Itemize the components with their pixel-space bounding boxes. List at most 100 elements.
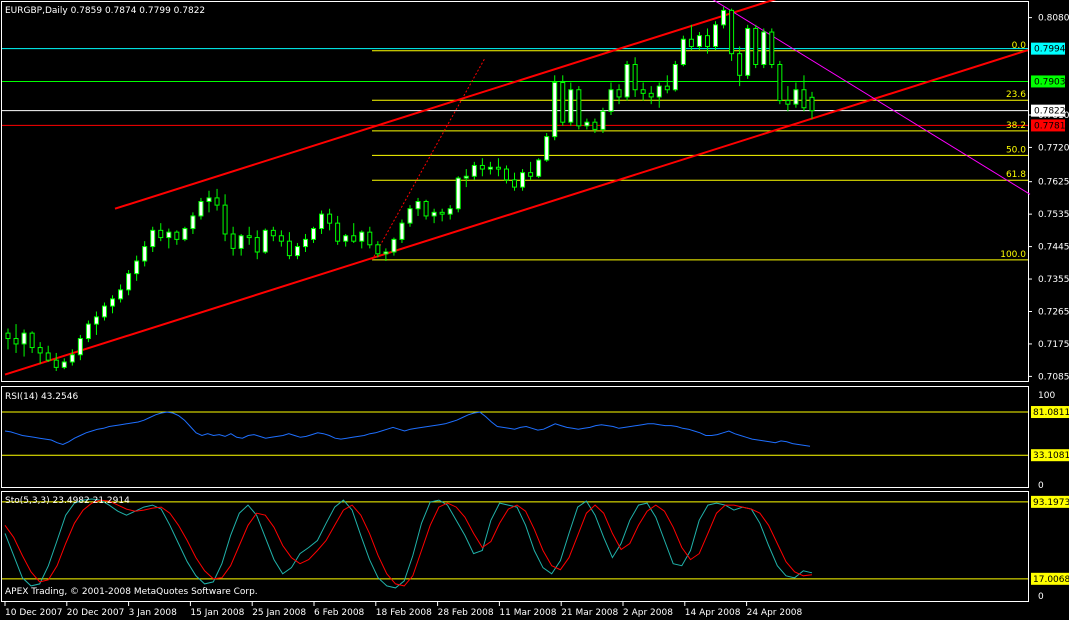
y-tick-label: 0.7355 <box>1038 275 1069 285</box>
candle <box>182 226 188 242</box>
x-axis: 10 Dec 2007 20 Dec 2007 3 Jan 2008 15 Jan 2… <box>4 602 803 618</box>
price-tag-label: 0.7903 <box>1034 77 1066 87</box>
stoch-main-line <box>4 498 813 589</box>
rsi-panel-frame <box>1 386 1029 488</box>
candle-body <box>278 235 284 242</box>
candle-body <box>311 228 317 240</box>
rsi-level-tag <box>1031 449 1069 462</box>
candle <box>407 205 413 227</box>
rsi-level-tag <box>1031 406 1069 419</box>
candle <box>399 219 405 243</box>
candle-body <box>118 289 124 300</box>
main-chart[interactable]: 0.80800.78100.77200.76250.75350.74450.73… <box>2 0 1069 382</box>
candle-body <box>286 240 292 257</box>
price-tag-label: 0.7781 <box>1034 121 1066 131</box>
candle <box>13 324 19 353</box>
candle <box>190 212 196 234</box>
candle <box>713 21 719 51</box>
candle <box>302 233 308 252</box>
x-tick-label: 6 Feb 2008 <box>314 608 365 618</box>
candle-body <box>479 164 485 170</box>
candle-body <box>110 298 116 307</box>
candle <box>375 241 381 258</box>
candle-body <box>375 244 381 255</box>
candle <box>415 197 421 216</box>
candle-body <box>487 166 493 170</box>
candle-body <box>777 63 783 102</box>
candle <box>544 133 550 162</box>
candle-body <box>520 172 526 188</box>
candle-body <box>584 121 590 127</box>
y-tick-label: 0.7085 <box>1038 372 1069 382</box>
candle <box>262 228 268 254</box>
rsi-title: RSI(14) 43.2546 <box>5 392 78 402</box>
fib-level-label: 50.0 <box>1006 145 1026 155</box>
candle-body <box>536 159 542 177</box>
candle-body <box>680 38 686 65</box>
candle-body <box>21 332 27 345</box>
fib-level-label: 100.0 <box>1000 250 1026 260</box>
candle <box>696 32 702 51</box>
candle <box>479 158 485 177</box>
candle <box>608 82 614 115</box>
rsi-chart[interactable]: 81.0811 33.1081 100 0 <box>2 391 1069 491</box>
candle <box>801 75 807 112</box>
candle-body <box>198 201 204 217</box>
candle-body <box>85 323 91 340</box>
candle-body <box>5 332 11 340</box>
fib-level-label: 23.6 <box>1006 90 1026 100</box>
candle-body <box>262 229 268 253</box>
candle-body <box>367 231 373 246</box>
candle-body <box>399 222 405 240</box>
candle-body <box>809 96 815 112</box>
candle-body <box>134 260 140 275</box>
candle-body <box>544 136 550 161</box>
candle-body <box>455 177 461 210</box>
rsi-level-label: 81.0811 <box>1033 408 1069 418</box>
candle-body <box>77 338 83 356</box>
candle <box>93 311 99 335</box>
stochastic-chart[interactable]: 93.1973 17.0068 0 <box>2 495 1069 602</box>
x-tick-label: 18 Feb 2008 <box>376 608 432 618</box>
x-tick-label: 10 Dec 2007 <box>5 608 63 618</box>
candle-body <box>503 168 509 181</box>
candle <box>238 233 244 256</box>
candle <box>737 46 743 87</box>
candle-body <box>69 354 75 363</box>
candle <box>21 329 27 357</box>
candle-body <box>495 166 501 170</box>
candle-body <box>729 9 735 55</box>
price-tag-label: 0.7994 <box>1034 45 1066 55</box>
fib-level-label: 0.0 <box>1012 41 1027 51</box>
candle <box>769 28 775 69</box>
candle-body <box>793 89 799 105</box>
candle <box>512 172 518 191</box>
candle-body <box>463 175 469 179</box>
candle <box>777 60 783 105</box>
candle-body <box>713 24 719 47</box>
candle-body <box>704 35 710 47</box>
candle-body <box>600 110 606 130</box>
price-tag-label: 0.7822 <box>1034 107 1066 117</box>
candle-body <box>512 179 518 188</box>
y-tick-label: 0.7625 <box>1038 178 1069 188</box>
candle <box>222 194 228 242</box>
candle-body <box>528 172 534 177</box>
candle-body <box>648 92 654 98</box>
candle-body <box>391 238 397 253</box>
candle <box>5 328 11 350</box>
rsi-y-tick-label: 0 <box>1038 481 1044 491</box>
candle <box>809 91 815 119</box>
candle <box>528 161 534 180</box>
price-tag-box <box>1031 75 1065 88</box>
candle <box>214 188 220 211</box>
candle <box>270 226 276 242</box>
candle <box>311 226 317 243</box>
candle-body <box>672 63 678 91</box>
candle-body <box>656 85 662 98</box>
x-tick-label: 15 Jan 2008 <box>190 608 244 618</box>
candle <box>319 210 325 234</box>
candle-body <box>632 63 638 91</box>
candle <box>648 86 654 105</box>
candle-body <box>29 332 35 349</box>
